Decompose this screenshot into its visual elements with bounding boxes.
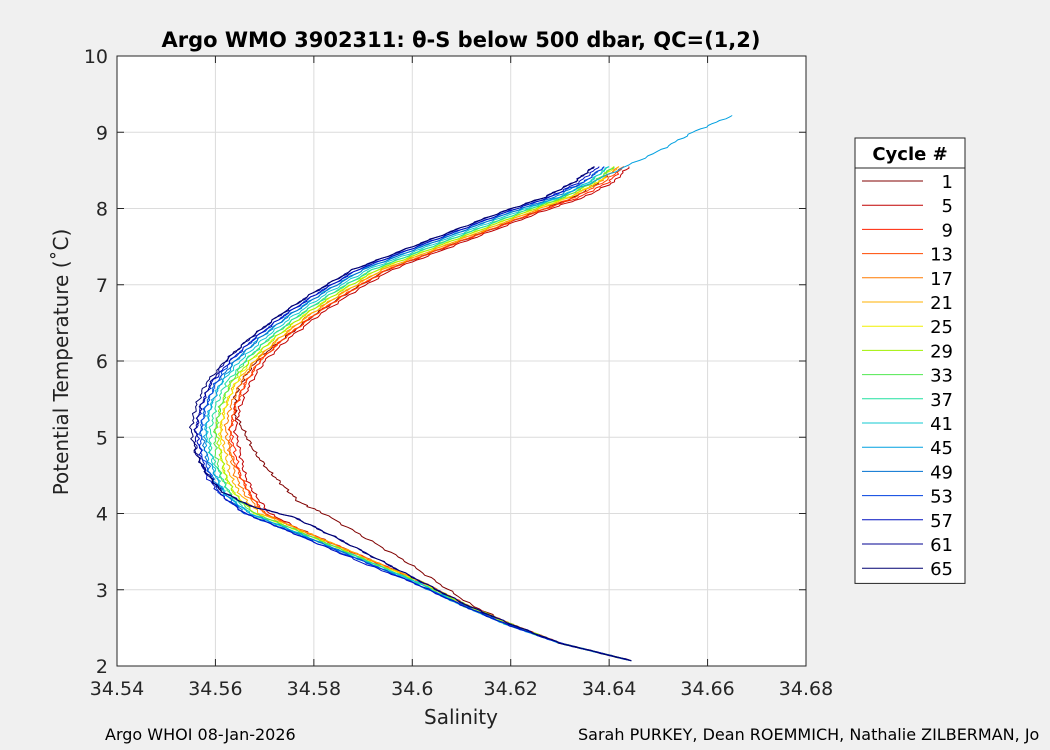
series-lines bbox=[189, 115, 733, 662]
y-tick-labels: 2 3 4 5 6 7 8 9 10 bbox=[84, 46, 108, 678]
series-line-cycle-41 bbox=[204, 166, 632, 662]
footer-credit-right: Sarah PURKEY, Dean ROEMMICH, Nathalie ZI… bbox=[578, 725, 1040, 744]
x-tick-label: 34.68 bbox=[779, 678, 833, 700]
legend-entry-label: 1 bbox=[942, 172, 953, 193]
legend-entry-label: 45 bbox=[930, 438, 953, 459]
legend-entry-label: 5 bbox=[942, 196, 953, 217]
series-line-cycle-65 bbox=[189, 166, 632, 662]
x-tick-label: 34.54 bbox=[90, 678, 144, 700]
x-tick-label: 34.62 bbox=[484, 678, 538, 700]
x-axis-label: Salinity bbox=[424, 705, 498, 729]
x-tick-label: 34.56 bbox=[188, 678, 242, 700]
legend-entry-label: 9 bbox=[942, 220, 953, 241]
x-tick-label: 34.6 bbox=[391, 678, 433, 700]
series-line-cycle-45 bbox=[203, 115, 733, 662]
legend-entry-label: 65 bbox=[930, 559, 953, 580]
legend-entry-label: 41 bbox=[930, 414, 953, 435]
y-tick-label: 6 bbox=[96, 351, 108, 373]
legend-entry-label: 33 bbox=[930, 366, 953, 387]
footer-credit-left: Argo WHOI 08-Jan-2026 bbox=[105, 725, 296, 744]
y-tick-label: 7 bbox=[96, 275, 108, 297]
y-tick-label: 9 bbox=[96, 122, 108, 144]
y-tick-label: 4 bbox=[96, 504, 108, 526]
y-axis-label: Potential Temperature (˚C) bbox=[49, 229, 73, 496]
axes-box bbox=[116, 55, 807, 667]
legend-entry-label: 61 bbox=[930, 535, 953, 556]
x-tick-label: 34.58 bbox=[287, 678, 341, 700]
y-tick-label: 8 bbox=[96, 199, 108, 221]
legend-entry-label: 29 bbox=[930, 341, 953, 362]
legend-entry-label: 13 bbox=[930, 245, 953, 266]
legend-entry-label: 37 bbox=[930, 390, 953, 411]
legend-entry-label: 17 bbox=[930, 269, 953, 290]
chart-title: Argo WMO 3902311: θ-S below 500 dbar, QC… bbox=[162, 28, 761, 52]
x-tick-label: 34.64 bbox=[582, 678, 636, 700]
legend: Cycle # 1 5 9 13 17 21 25 29 33 37 41 45 49 53 57 61 65 bbox=[854, 137, 966, 584]
legend-entry-label: 53 bbox=[930, 487, 953, 508]
legend-entry-label: 57 bbox=[930, 511, 953, 532]
legend-box bbox=[854, 137, 966, 584]
y-tick-label: 3 bbox=[96, 580, 108, 602]
legend-title: Cycle # bbox=[872, 144, 947, 165]
x-tick-labels: 34.54 34.56 34.58 34.6 34.62 34.64 34.66 34.68 bbox=[90, 678, 833, 700]
x-tick-label: 34.66 bbox=[680, 678, 734, 700]
plot-frame bbox=[116, 55, 807, 667]
legend-entry-label: 21 bbox=[930, 293, 953, 314]
legend-entry-label: 49 bbox=[930, 462, 953, 483]
y-tick-label: 10 bbox=[84, 46, 108, 68]
legend-entry-label: 25 bbox=[930, 317, 953, 338]
y-tick-label: 5 bbox=[96, 427, 108, 449]
y-tick-label: 2 bbox=[96, 656, 108, 678]
